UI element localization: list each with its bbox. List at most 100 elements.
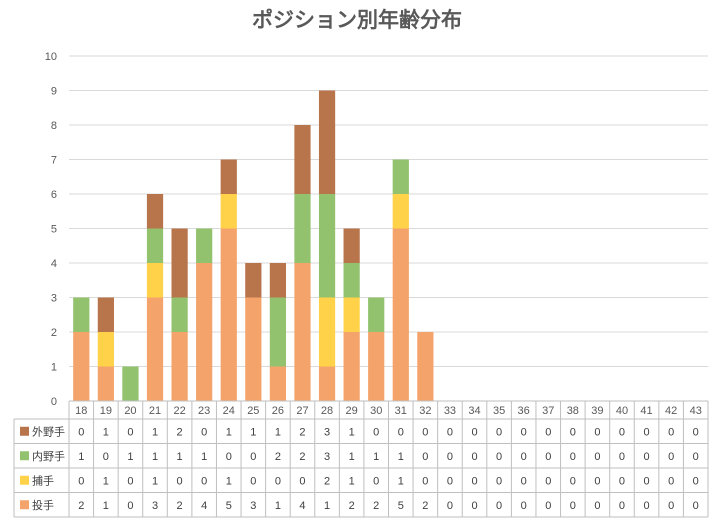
data-label: 1: [103, 500, 109, 512]
data-label: 0: [570, 426, 576, 438]
data-label: 0: [471, 426, 477, 438]
bar-segment: [318, 90, 336, 194]
data-label: 0: [250, 475, 256, 487]
bar-segment: [146, 228, 164, 263]
x-tick-label: 25: [247, 405, 259, 417]
x-tick-label: 22: [173, 405, 185, 417]
data-label: 0: [447, 500, 453, 512]
data-label: 2: [299, 426, 305, 438]
data-label: 0: [693, 426, 699, 438]
data-label: 0: [127, 426, 133, 438]
x-tick-label: 27: [296, 405, 308, 417]
data-label: 0: [447, 451, 453, 463]
bar-segment: [343, 297, 360, 332]
legend-swatch: [20, 451, 29, 461]
data-label: 2: [422, 500, 428, 512]
data-label: 0: [545, 451, 551, 463]
data-label: 0: [398, 426, 404, 438]
x-tick-label: 20: [124, 405, 136, 417]
bar-segment: [220, 159, 237, 194]
bar-segment: [146, 194, 164, 229]
y-tick-label: 10: [45, 51, 57, 63]
bar-segment: [171, 332, 188, 401]
bar-segment: [220, 228, 237, 401]
legend-label: 捕手: [32, 473, 54, 487]
x-tick-label: 31: [395, 405, 407, 417]
data-label: 2: [324, 475, 330, 487]
bar-segment: [318, 297, 336, 367]
legend-label: 外野手: [32, 424, 65, 438]
data-label: 0: [471, 475, 477, 487]
data-label: 0: [127, 500, 133, 512]
x-tick-label: 38: [567, 405, 579, 417]
bar-segment: [73, 297, 90, 332]
data-label: 1: [152, 426, 158, 438]
data-label: 1: [201, 451, 207, 463]
data-label: 0: [594, 426, 600, 438]
x-tick-label: 36: [518, 405, 530, 417]
x-tick-label: 24: [223, 405, 235, 417]
legend-label: 投手: [32, 498, 54, 512]
data-label: 1: [103, 475, 109, 487]
data-label: 0: [496, 500, 502, 512]
data-label: 1: [349, 426, 355, 438]
legend-swatch: [20, 500, 29, 510]
data-label: 0: [668, 426, 674, 438]
data-label: 0: [496, 475, 502, 487]
data-label: 4: [299, 500, 305, 512]
data-label: 2: [177, 426, 183, 438]
bar-segment: [318, 194, 336, 298]
data-label: 0: [668, 475, 674, 487]
data-label: 0: [447, 475, 453, 487]
bar-segment: [392, 228, 409, 401]
y-tick-label: 3: [51, 293, 57, 305]
data-label: 1: [103, 426, 109, 438]
data-label: 5: [398, 500, 404, 512]
data-label: 2: [299, 451, 305, 463]
data-label: 1: [373, 451, 379, 463]
data-label: 0: [447, 426, 453, 438]
bar-segment: [343, 332, 360, 401]
data-label: 1: [152, 475, 158, 487]
data-label: 0: [521, 426, 527, 438]
y-tick-label: 8: [51, 120, 57, 132]
x-tick-label: 29: [346, 405, 358, 417]
data-label: 0: [693, 500, 699, 512]
y-tick-label: 4: [51, 258, 57, 270]
bar-segment: [318, 366, 336, 401]
x-tick-label: 34: [468, 405, 480, 417]
data-label: 0: [471, 451, 477, 463]
data-label: 1: [226, 475, 232, 487]
data-label: 0: [545, 475, 551, 487]
data-label: 0: [521, 500, 527, 512]
y-tick-label: 5: [51, 224, 57, 236]
x-tick-label: 43: [690, 405, 702, 417]
legend-swatch: [20, 475, 29, 485]
y-tick-label: 2: [51, 327, 57, 339]
bar-segment: [97, 366, 114, 401]
bar-segment: [343, 263, 360, 298]
bar-segment: [392, 194, 409, 229]
data-label: 0: [521, 475, 527, 487]
data-label: 0: [299, 475, 305, 487]
bar-segment: [269, 263, 287, 298]
x-tick-label: 21: [149, 405, 161, 417]
data-label: 3: [250, 500, 256, 512]
data-label: 0: [422, 475, 428, 487]
data-label: 0: [619, 500, 625, 512]
bar-segment: [269, 297, 287, 367]
data-label: 0: [127, 475, 133, 487]
bar-segment: [171, 228, 188, 298]
x-tick-label: 37: [542, 405, 554, 417]
bar-segment: [368, 332, 385, 401]
data-label: 0: [250, 451, 256, 463]
bar-segment: [220, 194, 237, 229]
data-label: 3: [324, 426, 330, 438]
data-table: 18 19 20 21 22 23 24 25 26 27 28 29 30 31 32 33 34 35 36 37…: [13, 400, 709, 518]
bars: [73, 90, 434, 401]
data-label: 3: [324, 451, 330, 463]
data-label: 0: [373, 475, 379, 487]
data-label: 0: [643, 451, 649, 463]
x-tick-label: 42: [665, 405, 677, 417]
